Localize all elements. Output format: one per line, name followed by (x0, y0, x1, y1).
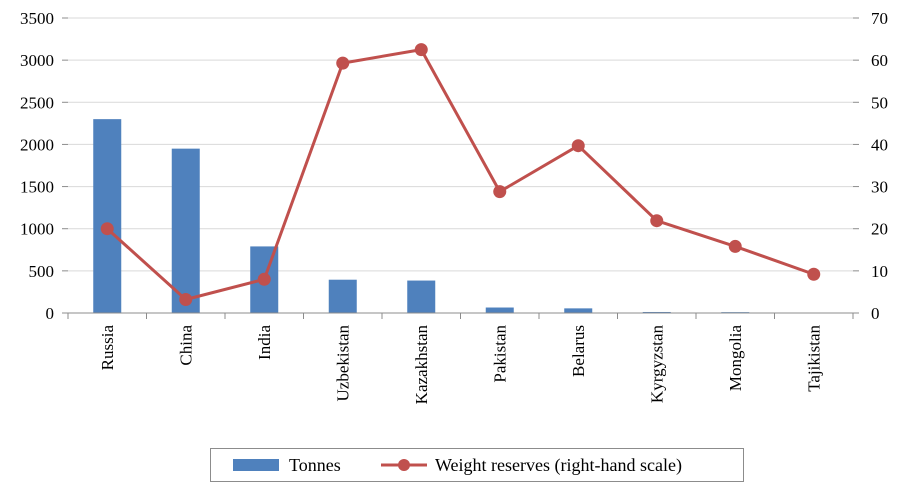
bar-uzbekistan (328, 279, 357, 313)
category-label-mongolia: Mongolia (726, 325, 745, 392)
right-tick-label-10: 10 (871, 262, 888, 281)
right-axis-ticks: 0 10 20 30 40 50 60 70 (871, 9, 888, 323)
legend-label-weight-reserves: Weight reserves (right-hand scale) (435, 454, 682, 475)
legend-label-tonnes: Tonnes (289, 454, 341, 475)
left-axis-ticks: 0 500 1000 1500 2000 2500 3000 3500 (20, 9, 54, 323)
category-label-tajikistan: Tajikistan (804, 325, 823, 392)
right-tick-label-40: 40 (871, 135, 888, 154)
category-label-belarus: Belarus (569, 325, 588, 377)
left-tick-label-3500: 3500 (20, 9, 54, 28)
legend-item-weight-reserves: Weight reserves (right-hand scale) (381, 449, 682, 481)
legend: Tonnes Weight reserves (right-hand scale… (210, 448, 744, 482)
category-label-uzbekistan: Uzbekistan (333, 325, 352, 402)
axes (62, 17, 859, 319)
line-series-weight-reserves (100, 43, 821, 307)
category-label-china: China (176, 325, 195, 366)
line-point-belarus (571, 139, 585, 153)
legend-swatch-weight-reserves (381, 459, 427, 471)
left-tick-label-3000: 3000 (20, 51, 54, 70)
legend-item-tonnes: Tonnes (233, 449, 341, 481)
bar-russia (93, 119, 122, 314)
chart: 0 500 1000 1500 2000 2500 3000 3500 0 10 20 30 40 50… (20, 9, 888, 405)
line-point-uzbekistan (336, 56, 350, 70)
line-point-pakistan (493, 185, 507, 199)
line-point-kyrgyzstan (650, 214, 664, 228)
bar-kazakhstan (407, 280, 436, 313)
category-label-kyrgyzstan: Kyrgyzstan (647, 325, 666, 404)
left-tick-label-2000: 2000 (20, 135, 54, 154)
category-label-russia: Russia (98, 325, 117, 371)
category-label-kazakhstan: Kazakhstan (412, 325, 431, 405)
bar-pakistan (485, 307, 514, 313)
line-point-russia (100, 222, 114, 236)
left-tick-label-0: 0 (46, 304, 55, 323)
category-labels: Russia China India Uzbekistan Kazakhstan Paki… (98, 325, 824, 405)
line-point-india (257, 272, 271, 286)
right-tick-label-20: 20 (871, 220, 888, 239)
legend-swatch-tonnes (233, 459, 279, 471)
line-point-mongolia (728, 239, 742, 253)
right-tick-label-70: 70 (871, 9, 888, 28)
line-point-china (179, 293, 193, 307)
left-tick-label-2500: 2500 (20, 93, 54, 112)
right-tick-label-60: 60 (871, 51, 888, 70)
bar-china (171, 148, 200, 313)
category-label-india: India (255, 325, 274, 360)
bar-kyrgyzstan (642, 311, 671, 313)
bar-belarus (564, 308, 593, 313)
left-tick-label-1500: 1500 (20, 178, 54, 197)
left-tick-label-1000: 1000 (20, 220, 54, 239)
line-point-kazakhstan (414, 43, 428, 57)
right-tick-label-0: 0 (871, 304, 880, 323)
category-label-pakistan: Pakistan (490, 325, 509, 383)
bar-series-tonnes (93, 119, 828, 314)
right-tick-label-50: 50 (871, 93, 888, 112)
left-tick-label-500: 500 (29, 262, 55, 281)
line-path-weight-reserves (106, 48, 815, 302)
line-point-tajikistan (807, 267, 821, 281)
right-tick-label-30: 30 (871, 178, 888, 197)
